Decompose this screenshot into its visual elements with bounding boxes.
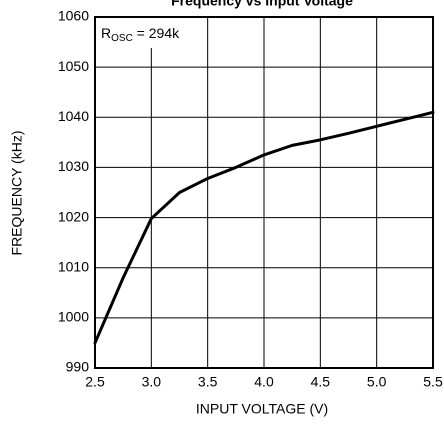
y-tick-label: 1020 bbox=[58, 208, 89, 224]
y-axis-title: FREQUENCY (kHz) bbox=[9, 131, 25, 256]
y-tick-label: 990 bbox=[66, 359, 90, 375]
x-axis-title: INPUT VOLTAGE (V) bbox=[196, 401, 328, 417]
y-tick-label: 1030 bbox=[58, 158, 89, 174]
y-tick-label: 1060 bbox=[58, 8, 89, 24]
annotation-sub: OSC bbox=[111, 33, 133, 44]
x-tick-label: 4.5 bbox=[311, 374, 331, 390]
annotation: ROSC = 294k bbox=[101, 25, 180, 44]
x-tick-label: 3.5 bbox=[198, 374, 218, 390]
x-tick-label: 5.5 bbox=[423, 374, 443, 390]
annotation-main: R bbox=[101, 25, 111, 41]
y-tick-label: 1010 bbox=[58, 258, 89, 274]
annotation-box bbox=[96, 18, 172, 48]
x-tick-label: 4.0 bbox=[254, 374, 274, 390]
x-tick-label: 5.0 bbox=[367, 374, 387, 390]
annotation-rest: = 294k bbox=[133, 25, 180, 41]
x-tick-label: 3.0 bbox=[142, 374, 162, 390]
data-line bbox=[93, 110, 435, 345]
chart-title: Frequency vs Input Voltage bbox=[171, 0, 353, 9]
y-tick-label: 1000 bbox=[58, 309, 89, 325]
x-tick-label: 2.5 bbox=[85, 374, 105, 390]
plot-frame bbox=[94, 16, 434, 369]
y-tick-label: 1050 bbox=[58, 58, 89, 74]
y-tick-label: 1040 bbox=[58, 108, 89, 124]
